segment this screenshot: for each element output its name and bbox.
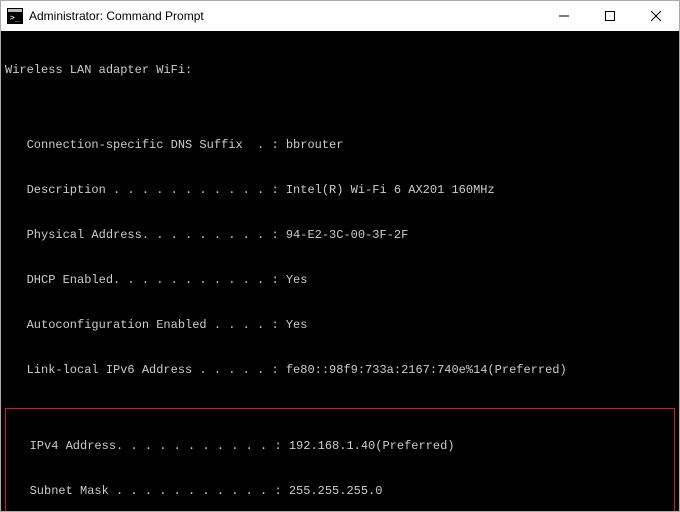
maximize-button[interactable] [587, 1, 633, 31]
window-title: Administrator: Command Prompt [29, 9, 204, 23]
titlebar[interactable]: >_ Administrator: Command Prompt [1, 1, 679, 31]
minimize-button[interactable] [541, 1, 587, 31]
out-line: Description . . . . . . . . . . . : Inte… [5, 183, 675, 198]
highlight-ipv4-subnet: IPv4 Address. . . . . . . . . . . : 192.… [5, 408, 675, 511]
out-line: Connection-specific DNS Suffix . : bbrou… [5, 138, 675, 153]
svg-text:>_: >_ [10, 13, 20, 22]
out-line: Wireless LAN adapter WiFi: [5, 63, 675, 78]
out-line: Subnet Mask . . . . . . . . . . . : 255.… [6, 484, 674, 499]
out-line: Link-local IPv6 Address . . . . . : fe80… [5, 363, 675, 378]
out-line: Autoconfiguration Enabled . . . . : Yes [5, 318, 675, 333]
out-line: DHCP Enabled. . . . . . . . . . . : Yes [5, 273, 675, 288]
close-button[interactable] [633, 1, 679, 31]
out-line: Physical Address. . . . . . . . . : 94-E… [5, 228, 675, 243]
cmd-icon: >_ [7, 8, 23, 24]
cmd-window: >_ Administrator: Command Prompt Wireles… [0, 0, 680, 512]
out-line: IPv4 Address. . . . . . . . . . . : 192.… [6, 439, 674, 454]
terminal-output[interactable]: Wireless LAN adapter WiFi: Connection-sp… [1, 31, 679, 511]
